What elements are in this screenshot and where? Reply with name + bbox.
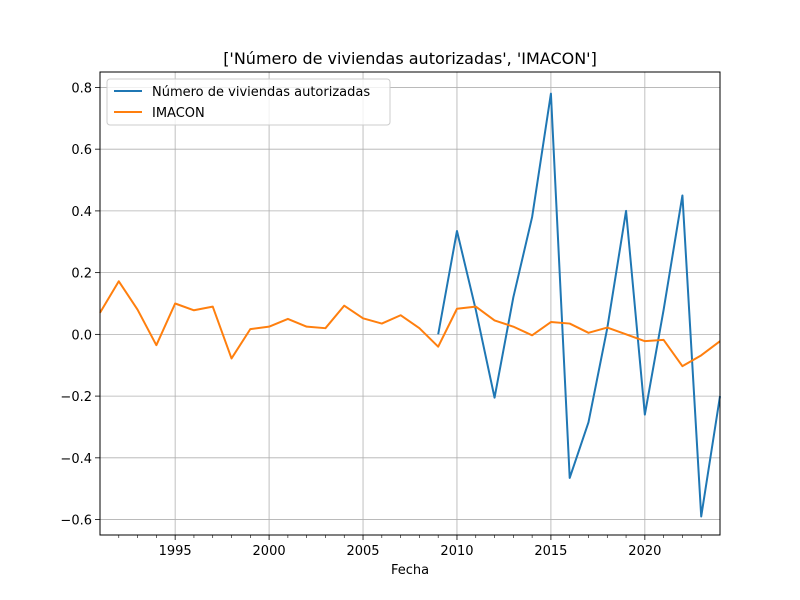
y-tick-label: 0.8 — [71, 81, 92, 96]
y-axis: −0.6 −0.4 −0.2 0.0 0.2 0.4 0.6 0.8 — [60, 81, 100, 529]
legend-label-imacon: IMACON — [152, 106, 205, 121]
legend-label-viviendas: Número de viviendas autorizadas — [152, 85, 370, 100]
plot-frame — [99, 71, 721, 536]
x-tick-label: 2010 — [440, 544, 473, 559]
y-tick-label: 0.2 — [71, 267, 92, 282]
x-axis-title: Fecha — [391, 563, 429, 578]
y-tick-label: 0.4 — [71, 205, 92, 220]
y-tick-label: −0.4 — [60, 452, 92, 467]
x-tick-label: 2020 — [628, 544, 661, 559]
y-tick-label: 0.0 — [71, 328, 92, 343]
y-tick-label: 0.6 — [71, 143, 92, 158]
legend-box — [106, 78, 391, 126]
series-lines — [99, 92, 721, 518]
series-line-viviendas — [437, 92, 721, 518]
x-tick-label: 2005 — [346, 544, 379, 559]
chart-title: ['Número de viviendas autorizadas', 'IMA… — [223, 49, 597, 68]
series-line-imacon — [99, 280, 721, 368]
x-tick-label: 2015 — [534, 544, 567, 559]
x-tick-label: 2000 — [253, 544, 286, 559]
x-tick-label: 1995 — [159, 544, 192, 559]
y-tick-label: −0.6 — [60, 514, 92, 529]
y-tick-label: −0.2 — [60, 390, 92, 405]
legend: Número de viviendas autorizadas IMACON — [106, 78, 391, 126]
x-axis: 1995 2000 2005 2010 2015 2020 — [118, 535, 702, 559]
